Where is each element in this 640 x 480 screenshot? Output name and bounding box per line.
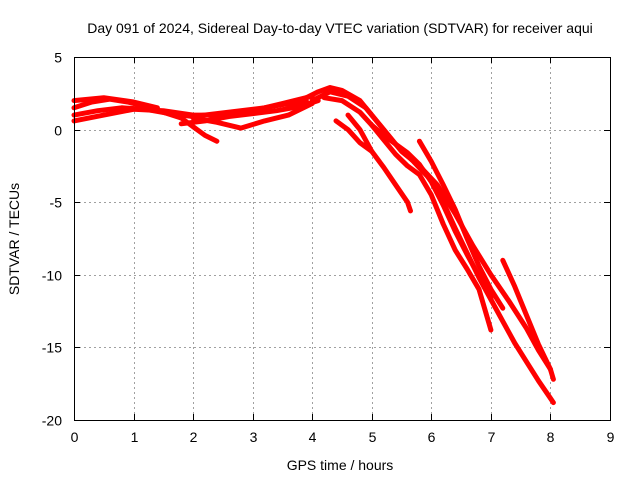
y-axis-label: SDTVAR / TECUs <box>6 183 22 295</box>
y-tick-label: 0 <box>54 123 62 139</box>
x-tick-label: 8 <box>547 429 555 445</box>
data-series-track-6 <box>190 101 315 131</box>
x-axis-label: GPS time / hours <box>287 457 394 473</box>
data-series-track-9 <box>321 95 494 333</box>
y-tick-label: -15 <box>42 340 62 356</box>
grid-lines <box>74 57 610 420</box>
y-tick-label: -5 <box>50 195 63 211</box>
x-tick-label: 4 <box>309 429 317 445</box>
x-tick-label: 9 <box>607 429 615 445</box>
axis-ticks <box>74 57 611 421</box>
x-tick-label: 1 <box>131 429 139 445</box>
data-tracks <box>71 85 556 406</box>
x-tick-label: 3 <box>250 429 258 445</box>
x-tick-label: 5 <box>369 429 377 445</box>
y-tick-label: 5 <box>54 50 62 66</box>
chart-title: Day 091 of 2024, Sidereal Day-to-day VTE… <box>87 20 593 36</box>
data-series-track-12 <box>416 138 506 311</box>
y-tick-label: -20 <box>42 413 62 429</box>
y-tick-label: -10 <box>42 268 62 284</box>
x-tick-label: 0 <box>71 429 79 445</box>
data-series-track-8 <box>309 89 553 372</box>
data-series-track-13 <box>500 257 556 382</box>
data-series-track-11 <box>369 122 494 301</box>
x-tick-label: 6 <box>428 429 436 445</box>
data-series-track-10 <box>345 112 413 214</box>
x-tick-label: 7 <box>488 429 496 445</box>
data-series-track-7 <box>285 85 556 406</box>
data-series-track-14 <box>333 118 375 154</box>
x-tick-label: 2 <box>190 429 198 445</box>
tick-labels: 0 1 2 3 4 5 6 7 8 9 5 0 -5 -10 -15 -20 <box>42 50 615 446</box>
data-series-track-4 <box>71 95 160 111</box>
plot-frame <box>74 57 611 421</box>
